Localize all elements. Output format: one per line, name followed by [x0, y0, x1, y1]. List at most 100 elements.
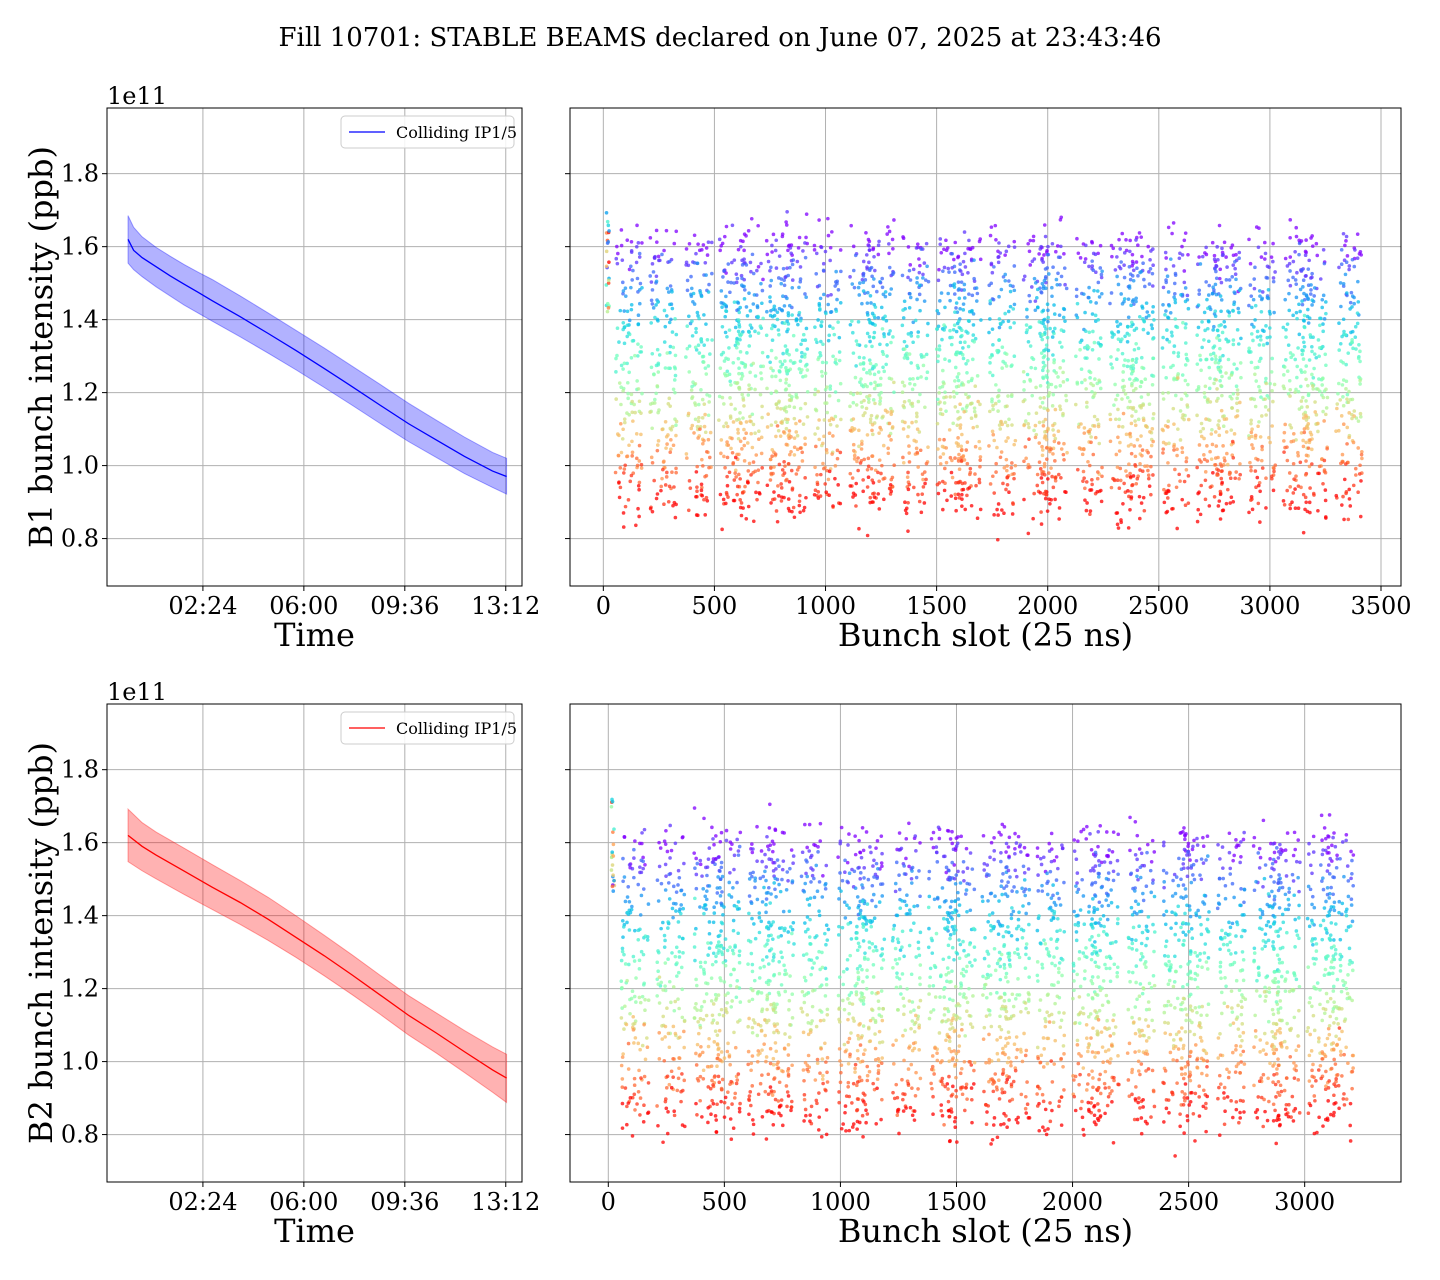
scatter-point [726, 991, 730, 995]
scatter-point [1202, 310, 1207, 315]
scatter-point [1046, 315, 1050, 320]
scatter-point [1321, 322, 1325, 326]
scatter-point [792, 405, 797, 410]
scatter-point [625, 910, 630, 915]
scatter-point [866, 237, 871, 242]
scatter-point [1341, 403, 1346, 408]
scatter-point [851, 244, 856, 249]
scatter-point [1033, 308, 1038, 313]
scatter-point [1027, 425, 1031, 430]
scatter-point [937, 391, 942, 395]
scatter-point [1134, 238, 1138, 242]
scatter-point [755, 897, 760, 902]
scatter-point [867, 334, 872, 339]
scatter-point [698, 1074, 703, 1079]
scatter-point [731, 951, 736, 956]
scatter-point [1287, 261, 1292, 266]
scatter-point [1130, 264, 1134, 268]
scatter-point [681, 906, 686, 911]
scatter-point [744, 420, 749, 424]
scatter-point [876, 252, 881, 257]
scatter-point [742, 459, 747, 463]
scatter-point [779, 482, 783, 486]
scatter-point [1053, 476, 1058, 480]
scatter-point [738, 350, 743, 354]
scatter-point [1359, 415, 1363, 419]
scatter-point [823, 931, 827, 936]
scatter-point [677, 876, 682, 880]
scatter-point [1040, 337, 1045, 342]
scatter-point [1225, 487, 1230, 492]
scatter-point [1287, 471, 1292, 475]
scatter-point [777, 254, 782, 258]
scatter-point [1116, 526, 1121, 530]
scatter-point [1180, 497, 1185, 502]
scatter-point [816, 1128, 821, 1132]
scatter-point [1130, 299, 1135, 304]
scatter-point [625, 920, 629, 925]
scatter-point [1115, 478, 1120, 483]
scatter-point [804, 1113, 808, 1118]
scatter-point [866, 464, 871, 469]
scatter-point [722, 980, 727, 984]
scatter-point [888, 292, 892, 297]
scatter-point [736, 1072, 741, 1076]
scatter-point [1115, 255, 1119, 259]
scatter-point [998, 251, 1003, 255]
scatter-point [645, 1036, 649, 1040]
scatter-point [1150, 284, 1155, 288]
scatter-point [701, 1076, 706, 1081]
scatter-point [1098, 266, 1103, 270]
scatter-point [1132, 302, 1136, 306]
scatter-point [954, 301, 959, 305]
scatter-point [815, 1061, 820, 1066]
scatter-point [819, 339, 823, 344]
scatter-point [621, 321, 626, 325]
scatter-point [721, 497, 726, 502]
scatter-point [902, 299, 907, 304]
scatter-point [753, 387, 757, 392]
scatter-point [872, 254, 876, 259]
scatter-point [906, 275, 910, 280]
scatter-point [785, 266, 789, 270]
scatter-point [1012, 442, 1016, 447]
scatter-point [906, 500, 910, 505]
scatter-point [1129, 303, 1133, 308]
scatter-point [921, 272, 925, 277]
scatter-point [668, 856, 672, 860]
scatter-point [1247, 436, 1251, 441]
scatter-point [1181, 320, 1185, 325]
scatter-point [717, 948, 721, 953]
scatter-point [1011, 501, 1015, 505]
scatter-point [740, 447, 744, 451]
scatter-point [1165, 496, 1170, 500]
scatter-point [631, 1028, 636, 1032]
scatter-point [1151, 247, 1155, 251]
scatter-point [760, 288, 765, 293]
scatter-point [786, 273, 791, 278]
scatter-point [772, 304, 777, 309]
scatter-point [826, 216, 830, 221]
scatter-point [672, 365, 677, 369]
scatter-point [804, 495, 808, 500]
scatter-point [1126, 358, 1131, 363]
scatter-point [1219, 365, 1223, 369]
scatter-point [1201, 426, 1206, 431]
scatter-point [703, 513, 708, 517]
scatter-point [809, 972, 813, 977]
scatter-point [774, 402, 779, 406]
scatter-point [1212, 494, 1217, 499]
scatter-point [1343, 332, 1348, 337]
scatter-point [1305, 405, 1310, 409]
scatter-point [843, 916, 848, 920]
scatter-point [825, 1055, 830, 1060]
scatter-point [687, 314, 691, 319]
scatter-point [707, 400, 711, 404]
scatter-point [666, 957, 670, 961]
scatter-point [625, 1104, 629, 1109]
scatter-point [702, 816, 706, 821]
scatter-point [915, 376, 920, 381]
scatter-point [966, 379, 971, 384]
scatter-point [797, 499, 802, 504]
scatter-point [1131, 278, 1136, 283]
